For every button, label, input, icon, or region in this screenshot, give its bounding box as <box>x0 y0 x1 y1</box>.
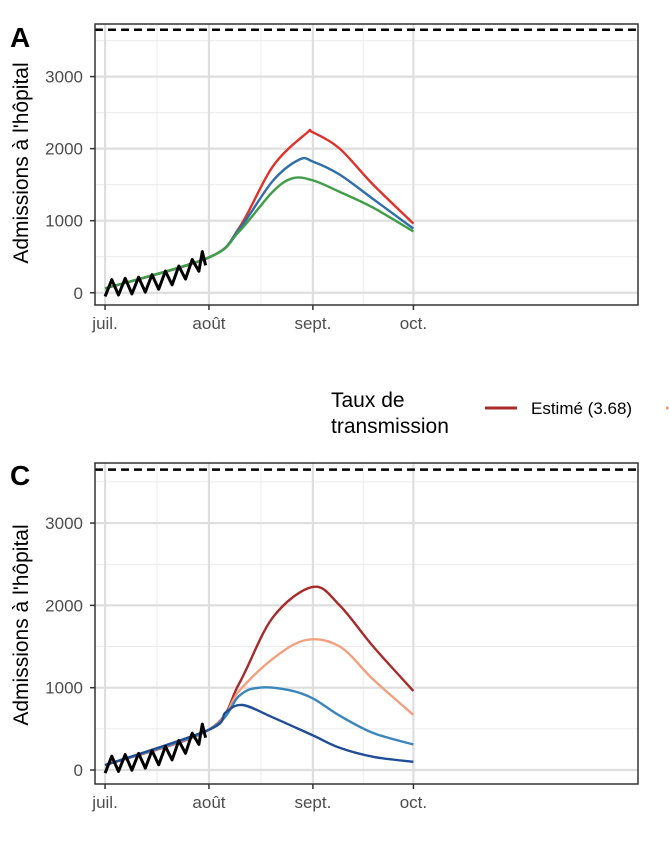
series-line-1 <box>104 585 415 767</box>
y-tick-label: 3000 <box>45 68 83 87</box>
y-tick-label: 0 <box>74 284 83 303</box>
series-line-3 <box>104 176 415 290</box>
panel-c-frame <box>94 462 639 785</box>
observed-line <box>103 722 208 774</box>
panel-a-letter: A <box>10 22 30 53</box>
legend: Taux de transmission Estimé (3.68) <box>331 389 669 438</box>
y-tick-label: 1000 <box>45 212 83 231</box>
x-tick-label: juil. <box>91 314 118 333</box>
panel-a-frame <box>94 23 639 306</box>
legend-label: Estimé (3.68) <box>531 399 632 418</box>
x-tick-label: oct. <box>400 793 427 812</box>
panel-c-y-axis-title: Admissions à l'hôpital <box>10 524 33 725</box>
y-tick-label: 2000 <box>45 140 83 159</box>
x-tick-label: sept. <box>294 314 331 333</box>
legend-title-line-1: Taux de <box>331 389 405 412</box>
series-line-4 <box>104 703 414 767</box>
panel-a-grid <box>95 24 638 305</box>
panel-c: C Admissions à l'hôpital 0 1000 2000 300… <box>10 460 639 812</box>
legend-title-line-2: transmission <box>331 415 449 438</box>
series-line-2 <box>104 638 415 767</box>
panel-a-y-ticks: 0 1000 2000 3000 <box>45 68 95 303</box>
panel-a: A Admissions à l'hôpital 0 1000 2000 300… <box>10 22 639 333</box>
panel-c-x-ticks: juil. août sept. oct. <box>91 784 427 812</box>
y-tick-label: 0 <box>74 761 83 780</box>
observed-line <box>103 250 208 297</box>
panel-c-y-ticks: 0 1000 2000 3000 <box>45 514 95 780</box>
panel-a-x-ticks: juil. août sept. oct. <box>91 305 427 333</box>
x-tick-label: août <box>192 314 225 333</box>
y-tick-label: 1000 <box>45 679 83 698</box>
y-tick-label: 2000 <box>45 596 83 615</box>
x-tick-label: sept. <box>294 793 331 812</box>
panel-a-series <box>103 128 415 297</box>
legend-title: Taux de transmission <box>331 389 449 438</box>
panel-c-grid <box>95 463 638 784</box>
x-tick-label: oct. <box>400 314 427 333</box>
panel-a-y-axis-title: Admissions à l'hôpital <box>10 62 33 263</box>
y-tick-label: 3000 <box>45 514 83 533</box>
x-tick-label: juil. <box>91 793 118 812</box>
x-tick-label: août <box>192 793 225 812</box>
panel-c-series <box>103 585 415 774</box>
panel-c-letter: C <box>10 460 30 491</box>
